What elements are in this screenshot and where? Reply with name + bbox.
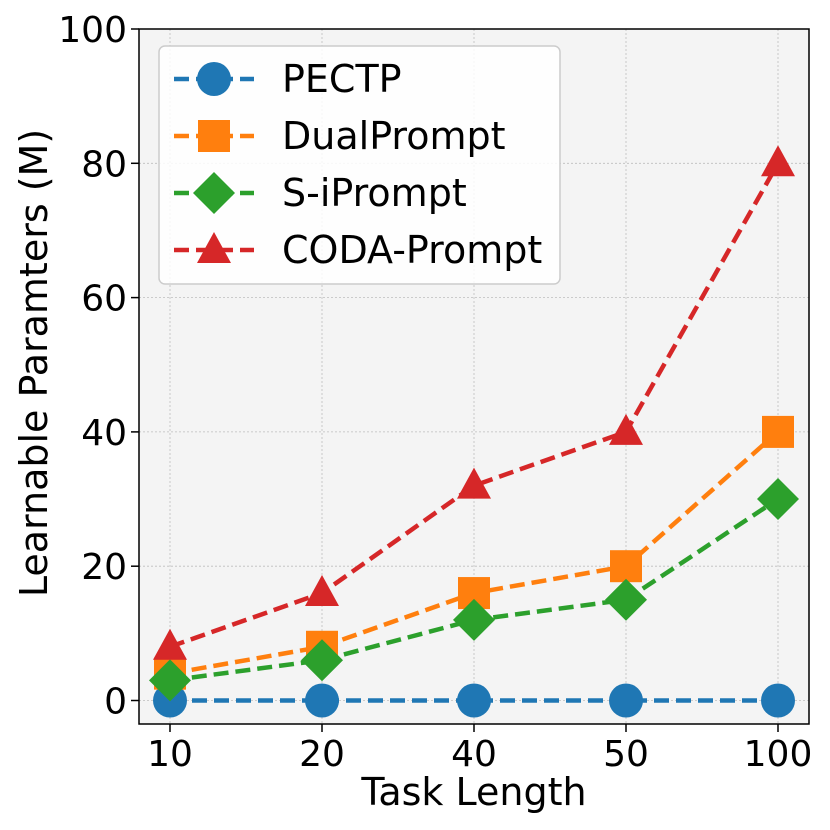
data-point-s-iprompt-20 xyxy=(301,639,343,682)
data-point-pectp-40 xyxy=(457,683,491,718)
data-point-pectp-20 xyxy=(305,683,339,718)
legend-label: S-iPrompt xyxy=(282,171,467,215)
data-point-pectp-100 xyxy=(761,683,795,718)
legend-entry-dualprompt: DualPrompt xyxy=(174,114,506,158)
legend-label: CODA-Prompt xyxy=(282,228,542,272)
y-tick-label: 40 xyxy=(81,413,127,454)
legend-marker-circle xyxy=(197,62,231,96)
y-tick-label: 0 xyxy=(104,681,127,722)
legend-marker-diamond xyxy=(193,172,235,214)
legend-marker-triangle xyxy=(197,232,231,263)
data-point-dualprompt-100 xyxy=(762,415,794,448)
data-point-s-iprompt-50 xyxy=(605,578,647,621)
y-tick-label: 80 xyxy=(81,144,127,185)
series-coda-prompt xyxy=(153,145,795,660)
x-axis-label: Task Length xyxy=(360,770,586,814)
y-axis-label: Learnable Paramters (M) xyxy=(12,129,56,597)
series-s-iprompt xyxy=(149,478,799,702)
legend-label: PECTP xyxy=(282,57,402,101)
legend-entry-s-iprompt: S-iPrompt xyxy=(174,171,467,215)
data-point-dualprompt-50 xyxy=(610,550,642,583)
data-point-s-iprompt-40 xyxy=(453,598,495,641)
legend-entry-pectp: PECTP xyxy=(174,57,402,101)
data-point-coda-prompt-50 xyxy=(609,413,643,445)
legend-marker-square xyxy=(198,120,230,152)
data-point-pectp-50 xyxy=(609,683,643,718)
legend: PECTP DualPrompt S-iPrompt CODA-Prompt xyxy=(158,45,561,285)
legend-label: DualPrompt xyxy=(282,114,506,158)
data-point-coda-prompt-10 xyxy=(153,628,187,660)
legend-entry-coda-prompt: CODA-Prompt xyxy=(174,228,542,272)
data-point-coda-prompt-20 xyxy=(305,575,339,607)
x-tick-label: 100 xyxy=(744,734,813,775)
series-layer xyxy=(149,145,799,718)
x-tick-label: 50 xyxy=(603,734,649,775)
y-tick-label: 20 xyxy=(81,547,127,588)
x-axis: 10 20 40 50 100 xyxy=(147,724,812,775)
data-point-s-iprompt-10 xyxy=(149,659,191,702)
data-point-coda-prompt-40 xyxy=(457,467,491,499)
y-tick-label: 60 xyxy=(81,279,127,320)
y-axis: 0 20 40 60 80 100 xyxy=(58,10,139,722)
data-point-coda-prompt-100 xyxy=(761,145,795,177)
x-tick-label: 40 xyxy=(451,734,497,775)
y-tick-label: 100 xyxy=(58,10,127,51)
data-point-s-iprompt-100 xyxy=(757,478,799,521)
legend-frame xyxy=(158,45,561,285)
x-tick-label: 10 xyxy=(147,734,193,775)
x-tick-label: 20 xyxy=(299,734,345,775)
